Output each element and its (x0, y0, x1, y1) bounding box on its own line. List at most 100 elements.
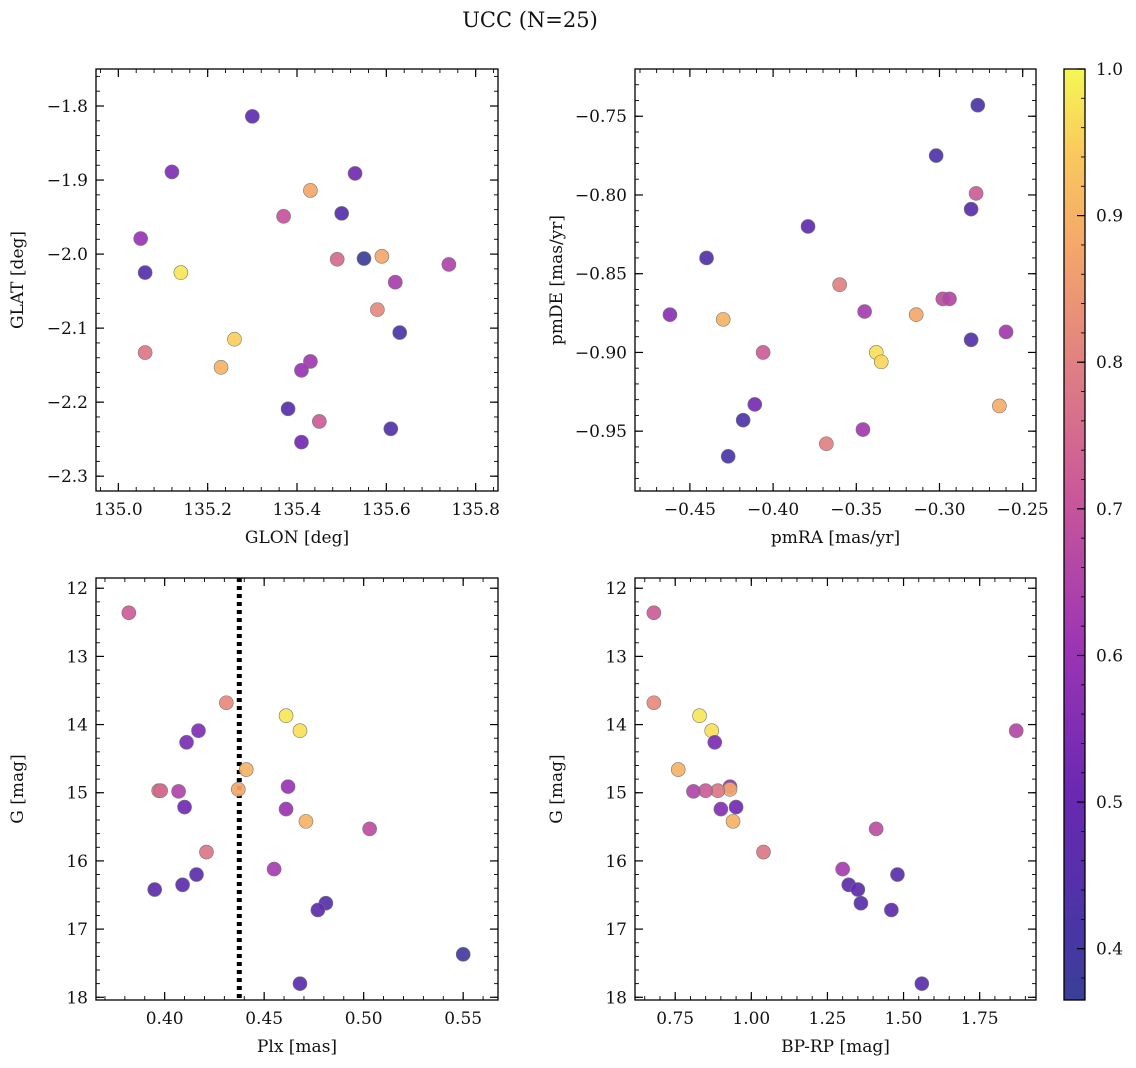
data-point (173, 265, 189, 280)
data-point (171, 784, 186, 799)
y-tick-label: −2.1 (47, 319, 88, 339)
data-point (998, 324, 1014, 340)
y-tick-label: 17 (605, 920, 627, 940)
y-tick-label: 13 (66, 647, 88, 667)
data-point (245, 109, 260, 124)
data-point (278, 801, 294, 817)
x-tick-label: −0.30 (913, 500, 965, 520)
data-point (725, 814, 741, 829)
data-point (715, 312, 731, 327)
data-point (362, 821, 377, 837)
data-point (970, 97, 986, 113)
data-point (699, 250, 714, 266)
data-point (147, 882, 163, 897)
data-point (646, 605, 662, 621)
x-tick-label: 1.00 (732, 1009, 770, 1029)
data-point (686, 784, 701, 799)
data-point (199, 844, 214, 860)
x-tick-label: −0.45 (664, 500, 716, 520)
data-point (189, 867, 204, 882)
data-point (884, 902, 899, 918)
data-point (383, 421, 399, 437)
data-point (850, 882, 866, 897)
x-tick-label: 135.6 (362, 500, 411, 520)
data-point (942, 291, 957, 307)
panel-bprp-g: 0.75 1.00 1.25 1.50 1.75 12 13 14 15 16 17 18 BP-RP … (547, 577, 1037, 1057)
y-tick-label: −1.9 (47, 171, 88, 191)
data-point (873, 354, 889, 370)
y-tick-label: −0.80 (575, 186, 627, 206)
x-tick-label: 135.4 (273, 500, 322, 520)
y-tick-label: −1.8 (47, 97, 88, 117)
plot-frame (95, 577, 499, 1001)
data-point (137, 345, 153, 360)
data-point (312, 414, 327, 429)
y-tick-label: 15 (605, 784, 627, 804)
data-point (707, 735, 723, 750)
data-point (347, 166, 363, 181)
y-axis-label: G [mag] (547, 754, 567, 823)
plot-frame (634, 577, 1037, 1001)
y-tick-label: −2.2 (47, 393, 88, 413)
data-point (855, 422, 871, 437)
x-tick-label: 1.75 (961, 1009, 999, 1029)
data-point (928, 148, 944, 163)
y-axis-label: pmDE [mas/yr] (547, 215, 567, 345)
colorbar-tick-label: 0.8 (1096, 353, 1123, 373)
plot-frame (634, 68, 1037, 492)
data-point (219, 695, 234, 711)
data-point (698, 783, 713, 799)
x-tick-label: 1.50 (885, 1009, 923, 1029)
data-point (164, 164, 180, 180)
data-point (238, 762, 254, 777)
data-point (992, 398, 1007, 414)
data-point (735, 412, 751, 428)
y-tick-label: −0.90 (575, 343, 627, 363)
y-tick-label: 13 (605, 647, 627, 667)
x-tick-label: −0.25 (997, 500, 1049, 520)
data-point (914, 976, 930, 991)
colorbar-tick-label: 0.4 (1096, 940, 1123, 960)
data-point (832, 277, 847, 293)
data-point (356, 251, 372, 266)
data-point (1008, 723, 1024, 739)
data-point (728, 799, 744, 815)
y-tick-label: 18 (66, 988, 88, 1008)
y-tick-label: 18 (605, 988, 627, 1008)
data-point (294, 434, 309, 450)
colorbar-frame (1063, 68, 1086, 1001)
data-point (890, 867, 905, 882)
data-point (441, 257, 457, 272)
plot-frame (95, 68, 499, 492)
data-point (303, 354, 318, 369)
y-tick-label: −2.3 (47, 467, 88, 487)
data-point (692, 708, 707, 724)
x-axis-label: GLON [deg] (245, 528, 349, 548)
data-point (720, 449, 736, 464)
colorbar-tick-label: 0.9 (1096, 207, 1123, 227)
data-point (303, 183, 318, 198)
data-point (968, 186, 984, 201)
data-point (853, 895, 869, 911)
y-tick-label: 17 (66, 920, 88, 940)
data-point (713, 801, 729, 817)
colorbar-tick-label: 0.6 (1096, 646, 1123, 666)
colorbar-tick-label: 0.5 (1096, 793, 1123, 813)
data-point (191, 723, 206, 739)
data-point (280, 779, 296, 794)
data-point (455, 947, 471, 962)
data-point (280, 401, 296, 417)
y-tick-label: 15 (66, 784, 88, 804)
data-point (370, 302, 385, 317)
data-point (298, 814, 314, 829)
panel-glon-glat: 135.0 135.2 135.4 135.6 135.8 −1.8 −1.9 −2.0 −2.… (8, 68, 500, 548)
data-point (177, 799, 192, 815)
x-tick-label: 0.55 (444, 1009, 482, 1029)
y-tick-label: −0.75 (575, 107, 627, 127)
y-axis-label: GLAT [deg] (8, 231, 28, 329)
panel-plx-g: 0.40 0.45 0.50 0.55 12 13 14 15 16 17 18 Plx [mas] G… (8, 577, 499, 1057)
data-point (908, 307, 924, 322)
data-point (800, 219, 816, 234)
data-point (292, 976, 308, 991)
x-axis-label: pmRA [mas/yr] (771, 528, 900, 548)
